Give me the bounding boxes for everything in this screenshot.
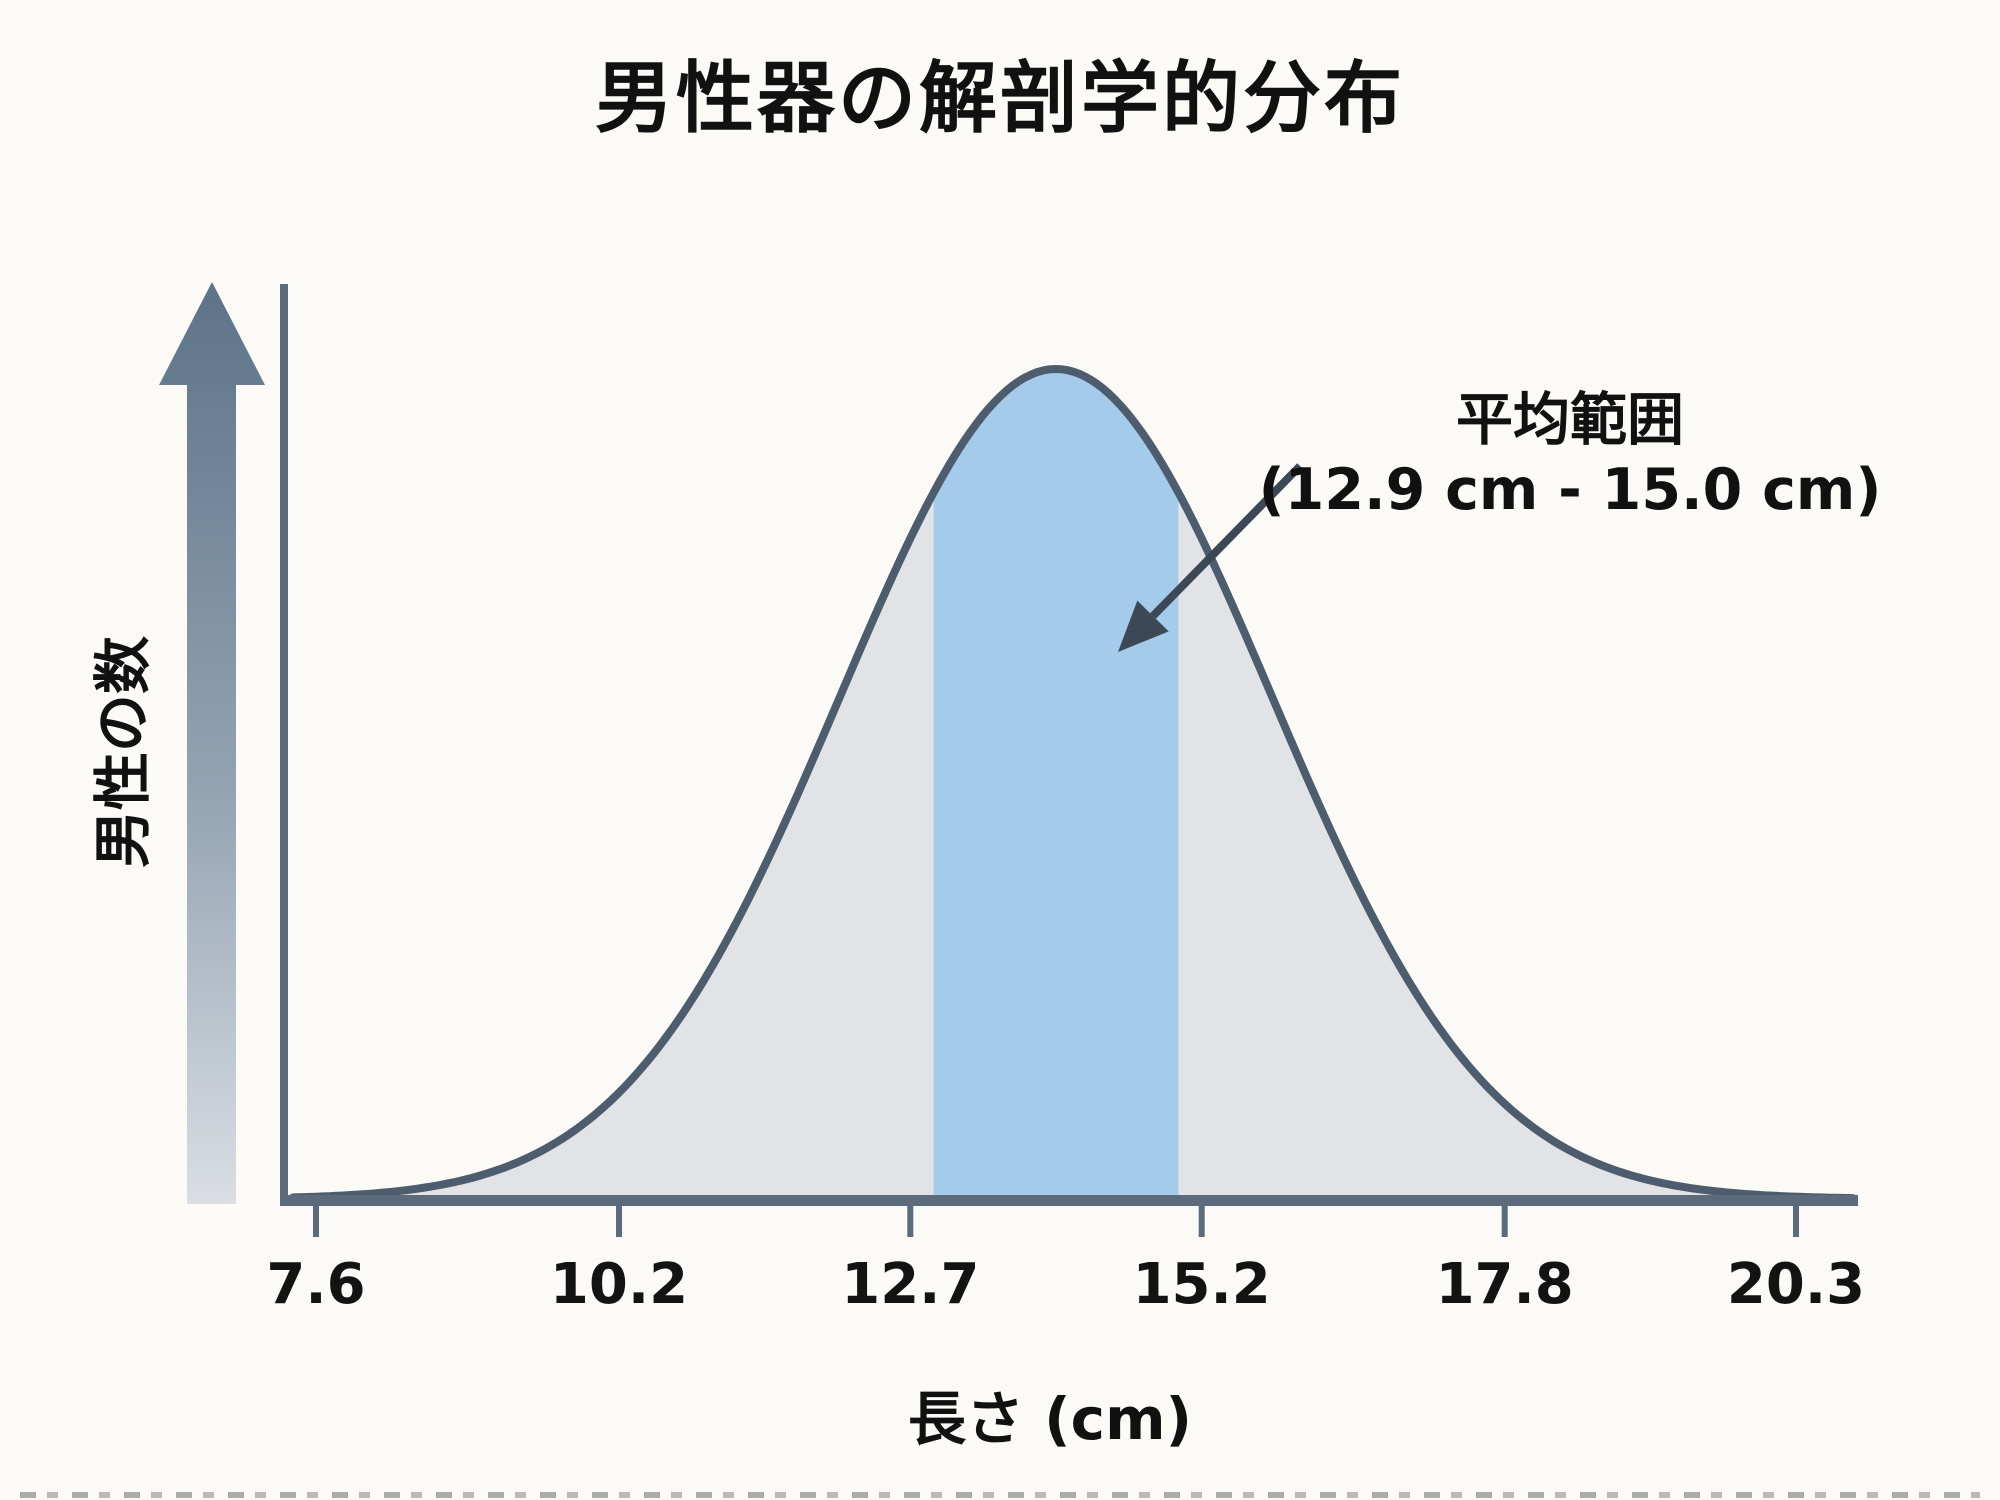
annotation-line-2: (12.9 cm - 15.0 cm) bbox=[1258, 456, 1882, 523]
x-tick-label: 20.3 bbox=[1726, 1252, 1866, 1317]
y-axis-label: 男性の数 bbox=[89, 635, 157, 869]
x-tick-mark bbox=[1198, 1206, 1205, 1237]
x-tick-label: 10.2 bbox=[549, 1252, 689, 1317]
x-tick-label: 17.8 bbox=[1435, 1252, 1574, 1317]
annotation-line-1: 平均範囲 bbox=[1456, 387, 1684, 453]
y-axis-line bbox=[280, 284, 288, 1206]
x-tick-mark bbox=[1501, 1206, 1508, 1237]
x-tick-label: 12.7 bbox=[841, 1252, 980, 1317]
x-tick-label: 15.2 bbox=[1132, 1252, 1271, 1317]
x-axis-label: 長さ (cm) bbox=[907, 1385, 1193, 1453]
x-tick-mark bbox=[616, 1206, 622, 1237]
average-range-annotation: 平均範囲 (12.9 cm - 15.0 cm) bbox=[1259, 386, 1882, 525]
x-axis-line bbox=[280, 1195, 1858, 1206]
x-tick-label: 7.6 bbox=[266, 1252, 366, 1317]
bell-curve-outline bbox=[289, 364, 1857, 1203]
annotation-arrow bbox=[1118, 463, 1303, 652]
scan-edge-artifact bbox=[20, 1492, 1980, 1498]
chart-title: 男性器の解剖学的分布 bbox=[594, 54, 1405, 144]
y-axis-arrow bbox=[159, 282, 265, 1204]
x-tick-mark bbox=[907, 1206, 914, 1237]
x-tick-marks bbox=[313, 1206, 1799, 1237]
x-tick-mark bbox=[313, 1206, 319, 1237]
x-tick-mark bbox=[1793, 1206, 1799, 1237]
average-range-highlight bbox=[933, 369, 1179, 1199]
